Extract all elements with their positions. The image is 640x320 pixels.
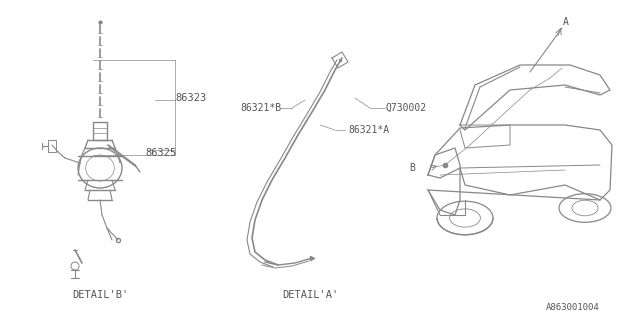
Text: A863001004: A863001004: [547, 303, 600, 313]
Text: 86323: 86323: [175, 93, 206, 103]
Text: 86325: 86325: [145, 148, 176, 158]
Text: DETAIL'A': DETAIL'A': [282, 290, 338, 300]
Text: 86321*A: 86321*A: [348, 125, 389, 135]
Text: B: B: [409, 163, 415, 173]
Bar: [48, 140, 56, 152]
Text: DETAIL'B': DETAIL'B': [72, 290, 128, 300]
Text: 86321*B: 86321*B: [240, 103, 281, 113]
Text: A: A: [563, 17, 569, 27]
Text: Q730002: Q730002: [386, 103, 427, 113]
